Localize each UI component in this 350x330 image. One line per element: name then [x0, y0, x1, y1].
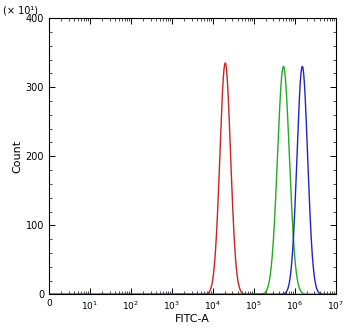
Text: (× 10¹): (× 10¹): [3, 5, 38, 15]
Y-axis label: Count: Count: [13, 140, 23, 173]
X-axis label: FITC-A: FITC-A: [175, 314, 210, 324]
